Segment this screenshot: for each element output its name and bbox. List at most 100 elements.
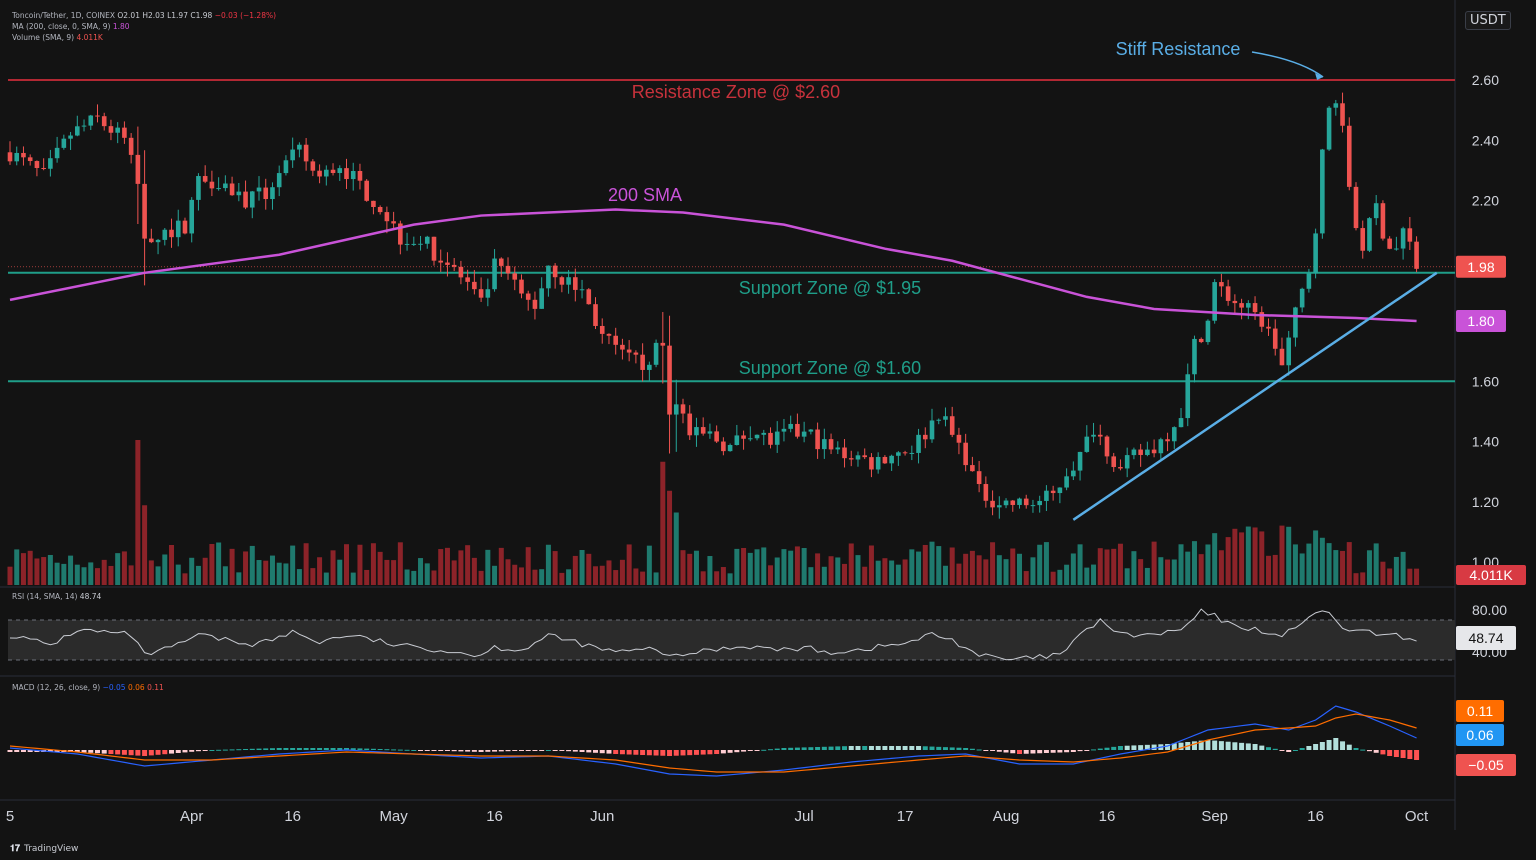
volume-bar [1077, 544, 1083, 585]
candle-body [781, 428, 787, 432]
volume-bar [1091, 564, 1097, 585]
macd-value-box [1456, 754, 1516, 776]
pane-separators [0, 0, 1456, 830]
candle-body [902, 452, 908, 454]
volume-bar [202, 557, 208, 585]
candle-body [566, 277, 571, 285]
annotations: Resistance Zone @ $2.60 Support Zone @ $1… [608, 39, 1240, 378]
candle-body [660, 342, 666, 346]
macd-histogram-bar [586, 750, 592, 753]
volume-bar [344, 544, 349, 585]
candle-body [1077, 451, 1083, 471]
macd-histogram-bar [263, 748, 269, 750]
macd-histogram-bar [821, 746, 827, 750]
candle-body [1219, 282, 1224, 287]
candle-body [418, 243, 423, 245]
candle-body [680, 404, 686, 414]
macd-histogram-bar [202, 750, 208, 751]
candle-body [451, 264, 457, 267]
candle-body [882, 456, 888, 464]
volume-bar [101, 559, 107, 585]
candle-body [175, 220, 181, 238]
macd-histogram-bar [700, 750, 706, 755]
candle-body [721, 441, 726, 452]
volume-bar [774, 557, 780, 585]
volume-bar [155, 566, 161, 585]
macd-histogram-bar [599, 750, 605, 754]
volume-bar [121, 551, 127, 585]
volume-bar [1023, 571, 1029, 585]
volume-bar [545, 544, 551, 585]
macd-histogram-bar [1131, 745, 1137, 750]
candle-body [81, 125, 87, 127]
macd-histogram-bar [424, 750, 430, 751]
rsi-value-label: 48.74 [1468, 630, 1503, 646]
macd-histogram-bar [714, 750, 720, 754]
volume-bar [1239, 532, 1245, 585]
candle-body [75, 126, 80, 136]
time-axis-tick: Jul [795, 808, 814, 825]
candle-body [694, 427, 699, 436]
macd-histogram-bar [1091, 749, 1097, 751]
candle-body [411, 243, 417, 245]
volume-bar [767, 565, 773, 585]
volume-bar [1292, 544, 1298, 585]
support-zone-label-1: Support Zone @ $1.95 [739, 278, 921, 298]
rsi-pane [8, 608, 1455, 661]
legend-low: L1.97 [167, 11, 188, 20]
volume-bar [1003, 559, 1009, 585]
candle-body [593, 304, 598, 326]
volume-bar [875, 560, 881, 585]
candle-body [458, 266, 464, 278]
candle-body [1017, 498, 1022, 505]
volume-bar [303, 543, 309, 585]
macd-histogram-bar [249, 748, 255, 750]
macd-histogram-bar [889, 746, 895, 750]
candle-body [1158, 439, 1164, 454]
candle-body [1171, 427, 1177, 442]
candle-body [1266, 326, 1271, 329]
candle-body [1071, 470, 1076, 477]
candle-body [472, 281, 477, 290]
macd-histogram-bar [101, 750, 107, 754]
macd-histogram-bar [969, 748, 975, 750]
volume-bar [458, 550, 464, 585]
volume-bar [788, 550, 794, 585]
candle-body [579, 289, 585, 291]
candle-body [909, 452, 915, 454]
tradingview-logo[interactable]: 𝟏𝟕 TradingView [10, 844, 78, 854]
candle-body [734, 435, 740, 445]
candle-body [929, 420, 935, 440]
volume-bar [492, 565, 498, 585]
macd-histogram-bar [1360, 749, 1366, 751]
candle-body [519, 279, 524, 294]
candle-body [1367, 218, 1372, 251]
volume-bar [754, 549, 760, 585]
macd-histogram-bar [902, 746, 908, 750]
macd-histogram-bar [720, 750, 726, 754]
candle-body [27, 157, 33, 162]
volume-bar [1144, 567, 1150, 585]
candle-body [21, 152, 26, 158]
volume-bar [1171, 559, 1177, 585]
currency-selector[interactable]: USDT [1465, 11, 1511, 30]
volume-bar [593, 566, 599, 585]
time-axis-tick: Jun [590, 808, 614, 825]
resistance-zone-label: Resistance Zone @ $2.60 [632, 82, 840, 102]
macd-histogram-bar [747, 750, 753, 751]
macd-histogram-bar [236, 749, 242, 751]
macd-histogram-bar [1003, 750, 1009, 753]
macd-histogram-bar [1373, 750, 1379, 753]
volume-bar [653, 572, 659, 585]
candle-body [1400, 228, 1406, 249]
volume-bar [162, 554, 168, 585]
volume-bar [714, 571, 720, 585]
volume-bar [364, 569, 370, 585]
macd-histogram-bar [1037, 750, 1043, 754]
trendline [1072, 271, 1438, 521]
macd-histogram-bar [1232, 742, 1238, 750]
candle-body [1104, 436, 1110, 457]
volume-bar [1070, 553, 1076, 585]
macd-histogram-bar [27, 750, 33, 752]
